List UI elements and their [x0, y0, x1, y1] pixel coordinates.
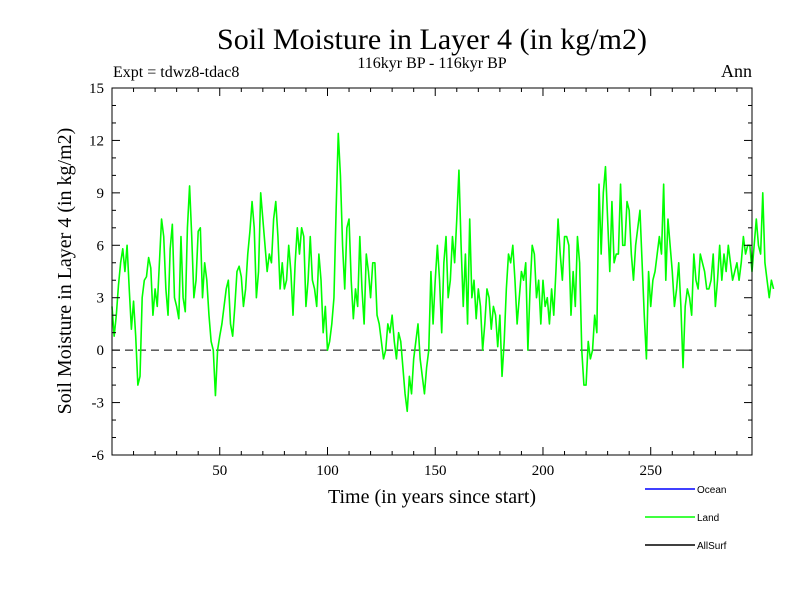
- x-ticks: 50 100 150 200 250: [133, 88, 738, 479]
- x-tick-label: 100: [316, 463, 339, 479]
- experiment-label: Expt = tdwz8-tdac8: [113, 64, 239, 81]
- y-axis-label: Soil Moisture in Layer 4 (in kg/m2): [54, 128, 76, 415]
- x-tick-label: 250: [639, 463, 662, 479]
- legend-label-allsurf: AllSurf: [697, 541, 727, 552]
- y-tick-label: 15: [89, 81, 104, 97]
- y-tick-label: 0: [97, 343, 105, 359]
- legend-label-ocean: Ocean: [697, 485, 726, 496]
- y-tick-label: 6: [97, 238, 105, 254]
- y-tick-label: -3: [92, 396, 105, 412]
- y-tick-label: -6: [92, 448, 105, 464]
- chart-subtitle: 116kyr BP - 116kyr BP: [357, 55, 506, 72]
- x-axis-label: Time (in years since start): [328, 486, 536, 508]
- y-tick-label: 9: [97, 186, 105, 202]
- x-tick-label: 50: [212, 463, 227, 479]
- series-group: [111, 132, 775, 413]
- legend: Ocean Land AllSurf: [645, 485, 727, 552]
- series-line-land: [111, 132, 775, 413]
- x-tick-label: 150: [424, 463, 447, 479]
- legend-label-land: Land: [697, 513, 719, 524]
- x-tick-label: 200: [532, 463, 555, 479]
- y-ticks: -6 -3 0 3 6 9 12 15: [89, 81, 752, 464]
- season-label: Ann: [721, 61, 752, 81]
- y-tick-label: 3: [97, 291, 105, 307]
- chart-title: Soil Moisture in Layer 4 (in kg/m2): [217, 23, 647, 56]
- y-tick-label: 12: [89, 133, 104, 149]
- plot-frame: [111, 87, 753, 456]
